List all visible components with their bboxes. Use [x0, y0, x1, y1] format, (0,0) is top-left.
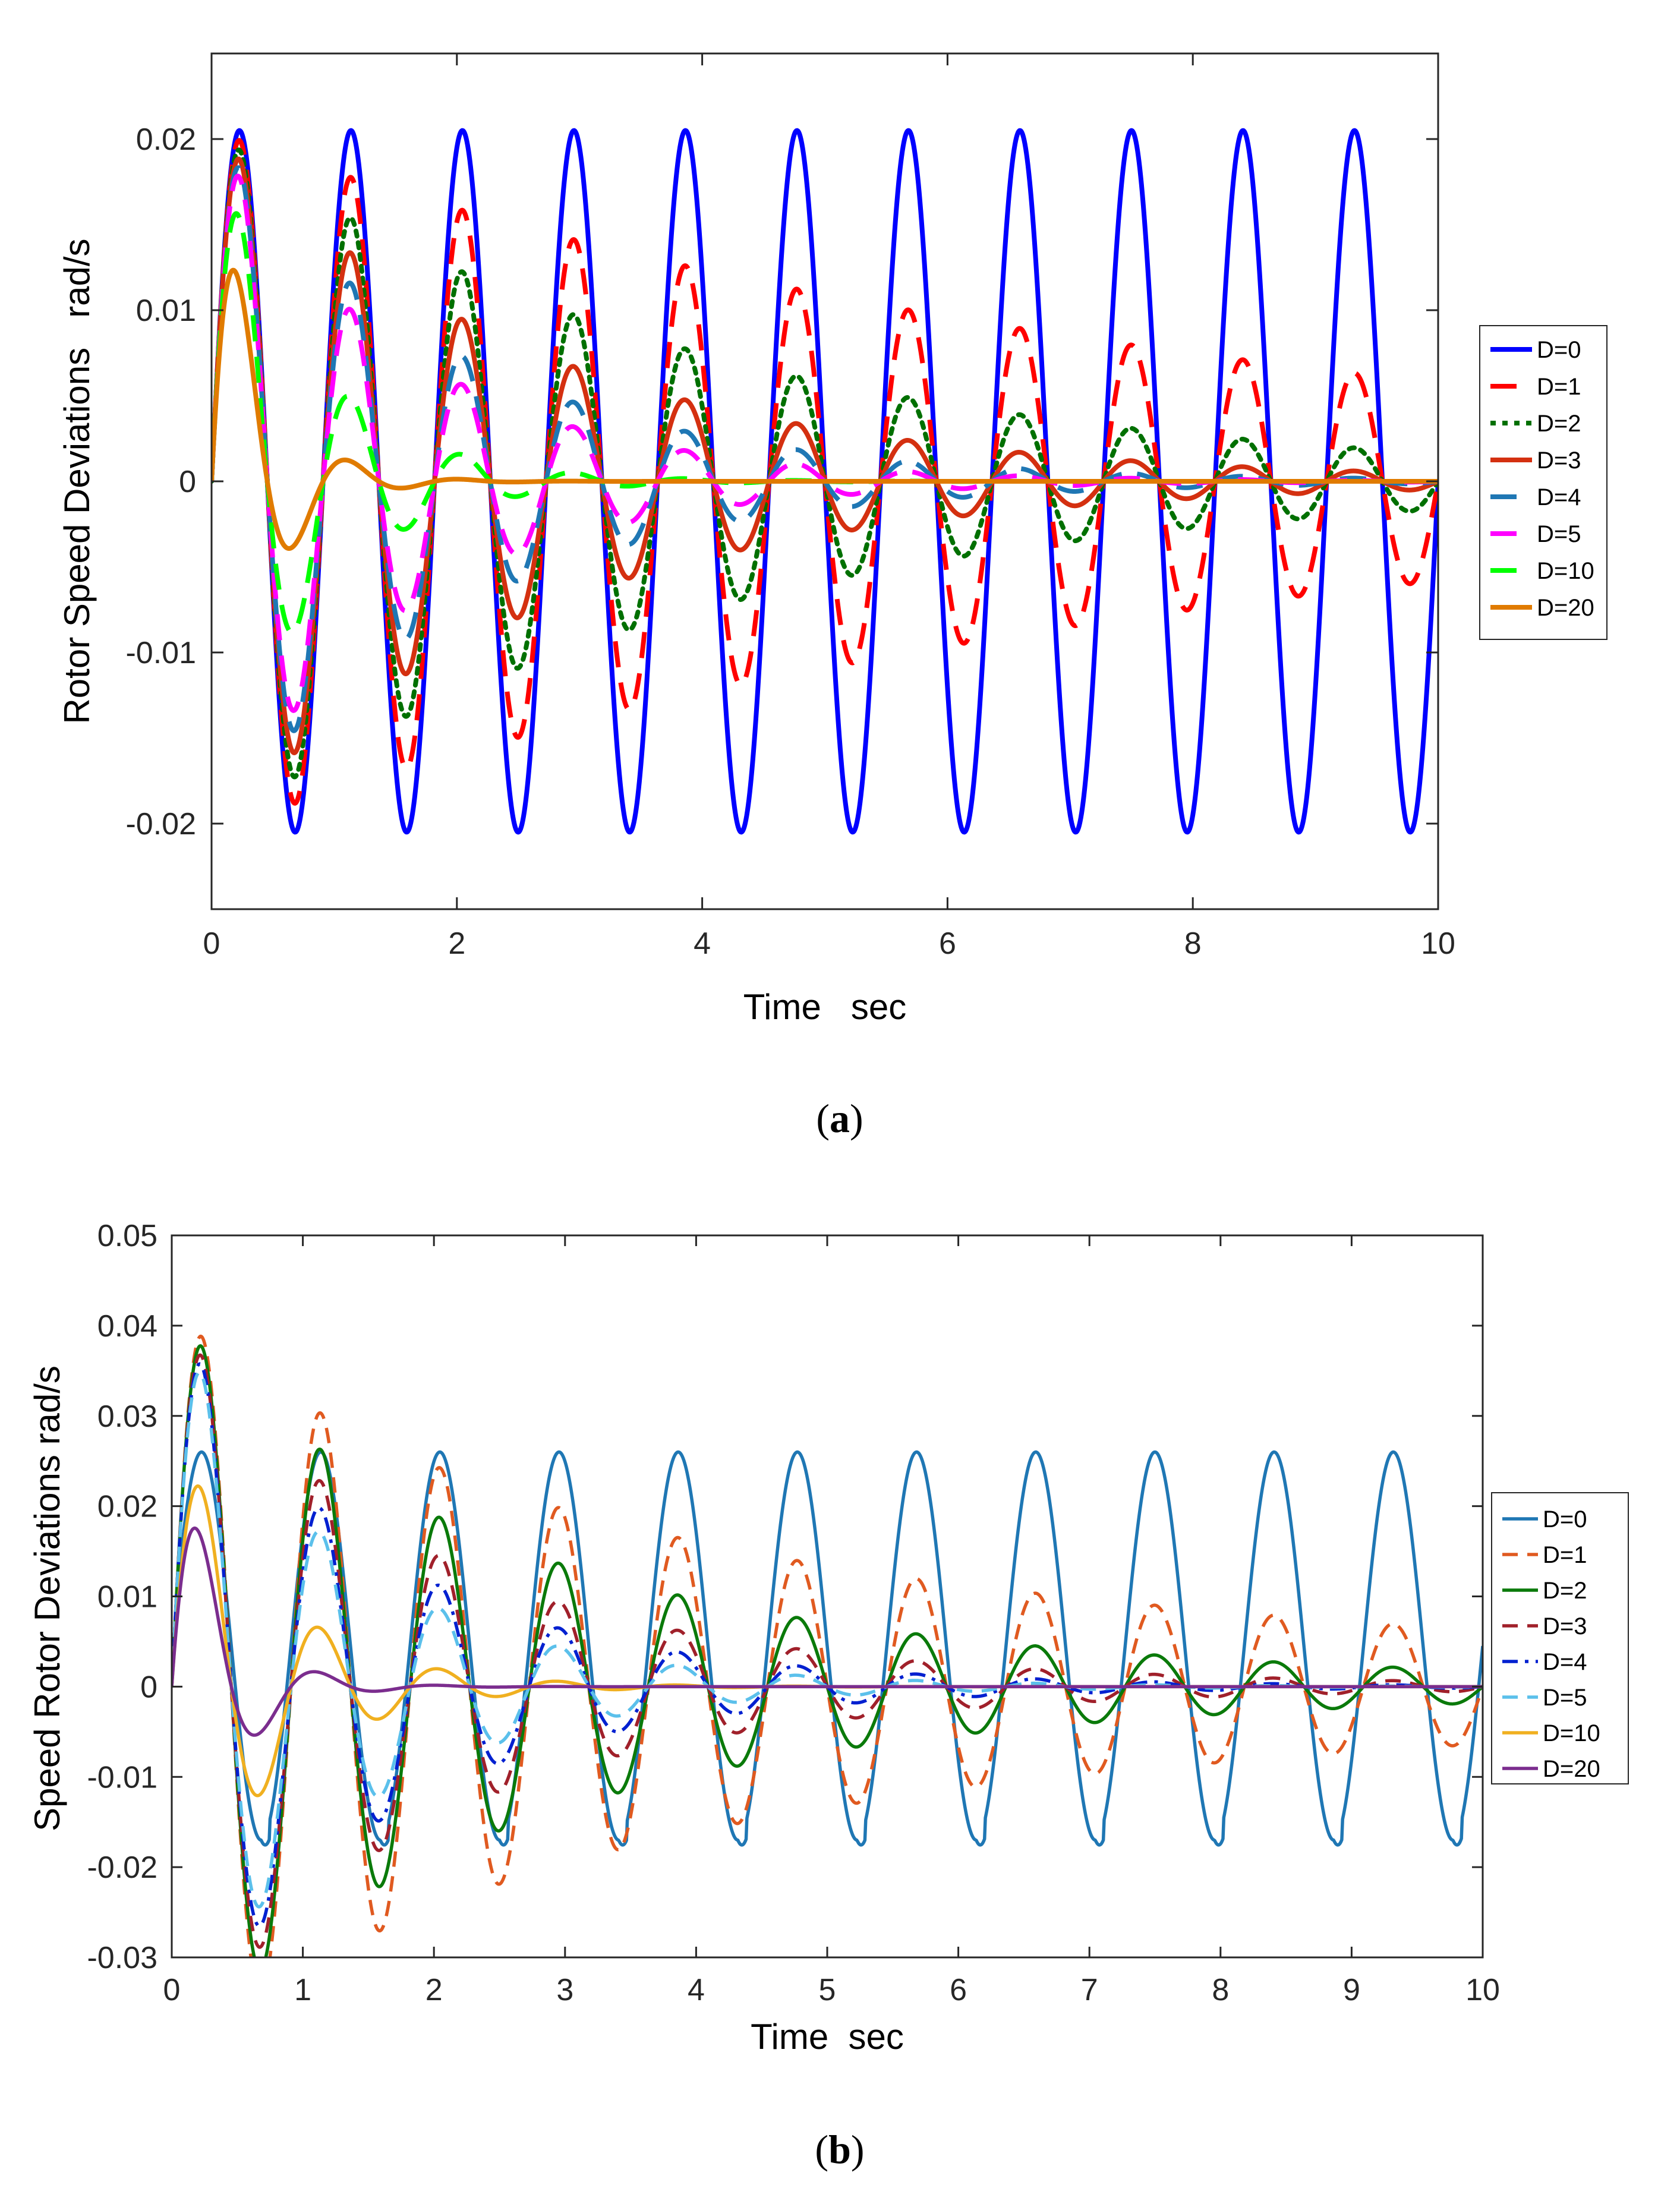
legend-label: D=20 [1537, 595, 1594, 621]
caption-b: (b) [815, 2127, 864, 2172]
ticks-b: 0 1 2 3 4 5 6 7 8 9 10 -0.03 -0.02 -0.01 0 0.01 0.02 0.03… [87, 1219, 1499, 2007]
x-tick-label: 0 [203, 926, 220, 961]
series-group-b [172, 1335, 1483, 1957]
y-tick-label: 0.04 [97, 1309, 157, 1344]
x-tick-label: 1 [294, 1973, 311, 2007]
legend-label: D=3 [1543, 1613, 1587, 1639]
caption-b-close: ) [851, 2127, 865, 2172]
y-tick-label: 0.01 [136, 294, 196, 328]
legend-label: D=5 [1537, 521, 1581, 547]
x-tick-label: 4 [688, 1973, 705, 2007]
x-tick-label: 10 [1421, 926, 1455, 961]
legend-b: D=0 D=1 D=2 D=3 D=4 D=5 D=10 D=20 [1491, 1492, 1629, 1784]
legend-box-b [1491, 1492, 1629, 1784]
series-line-d-20 [172, 1526, 1483, 1737]
y-tick-label: -0.03 [87, 1941, 157, 1975]
y-tick-label: 0.05 [97, 1219, 157, 1253]
y-axis-label-b: Speed Rotor Deviations rad/s [27, 1366, 67, 1831]
x-tick-label: 2 [425, 1973, 443, 2007]
y-tick-label: -0.01 [87, 1760, 157, 1795]
x-tick-label: 2 [448, 926, 465, 961]
x-tick-label: 10 [1465, 1973, 1500, 2007]
legend-label: D=4 [1543, 1649, 1587, 1675]
caption-b-open: ( [815, 2127, 828, 2172]
caption-a-letter: a [830, 1096, 850, 1141]
x-tick-label: 6 [939, 926, 956, 961]
y-tick-label: 0 [140, 1670, 157, 1704]
legend-label: D=10 [1543, 1720, 1600, 1746]
chart-panel-b: 0 1 2 3 4 5 6 7 8 9 10 -0.03 -0.02 -0.01 0 0.01 0.02 0.03… [27, 1219, 1629, 2172]
x-tick-label: 9 [1343, 1973, 1360, 2007]
series-line-d-20 [212, 267, 1438, 551]
y-tick-label: 0.01 [97, 1580, 157, 1615]
caption-a: (a) [816, 1096, 863, 1141]
x-tick-label: 8 [1184, 926, 1202, 961]
series-line-d-5 [212, 174, 1438, 713]
x-tick-label: 3 [556, 1973, 573, 2007]
caption-b-letter: b [828, 2127, 851, 2172]
legend-label: D=1 [1537, 374, 1581, 400]
x-axis-label-b: Time sec [751, 2017, 904, 2057]
y-tick-label: 0.02 [136, 122, 196, 157]
x-tick-label: 4 [694, 926, 711, 961]
y-tick-label: 0 [179, 465, 196, 499]
x-tick-label: 0 [163, 1973, 181, 2007]
x-axis-label-a: Time sec [743, 987, 906, 1027]
x-tick-label: 8 [1212, 1973, 1229, 2007]
caption-a-close: ) [850, 1096, 863, 1141]
y-tick-label: 0.02 [97, 1490, 157, 1524]
legend-label: D=0 [1543, 1506, 1587, 1533]
legend-label: D=20 [1543, 1756, 1600, 1782]
chart-panel-a: 0 2 4 6 8 10 -0.02 -0.01 0 0.01 0.02 Time sec Roto… [57, 52, 1607, 1141]
legend-label: D=1 [1543, 1542, 1587, 1568]
caption-a-open: ( [816, 1096, 830, 1141]
legend-label: D=0 [1537, 337, 1581, 363]
legend-label: D=4 [1537, 484, 1581, 510]
y-tick-label: 0.03 [97, 1399, 157, 1434]
legend-label: D=2 [1543, 1578, 1587, 1604]
legend-box-a [1479, 325, 1607, 640]
y-tick-label: -0.01 [125, 636, 196, 670]
y-tick-label: -0.02 [125, 807, 196, 841]
x-tick-label: 6 [950, 1973, 967, 2007]
x-tick-label: 5 [819, 1973, 836, 2007]
series-line-d-0 [172, 1450, 1483, 1847]
legend-a: D=0 D=1 D=2 D=3 D=4 D=5 D=10 D=20 [1479, 325, 1607, 640]
legend-label: D=10 [1537, 558, 1594, 584]
legend-label: D=3 [1537, 447, 1581, 474]
ticks-a: 0 2 4 6 8 10 -0.02 -0.01 0 0.01 0.02 [125, 53, 1455, 961]
legend-label: D=5 [1543, 1685, 1587, 1711]
series-group-a [212, 128, 1438, 835]
x-tick-label: 7 [1081, 1973, 1098, 2007]
y-axis-label-a: Rotor Speed Deviations rad/s [57, 238, 97, 724]
legend-label: D=2 [1537, 411, 1581, 437]
y-tick-label: -0.02 [87, 1850, 157, 1885]
